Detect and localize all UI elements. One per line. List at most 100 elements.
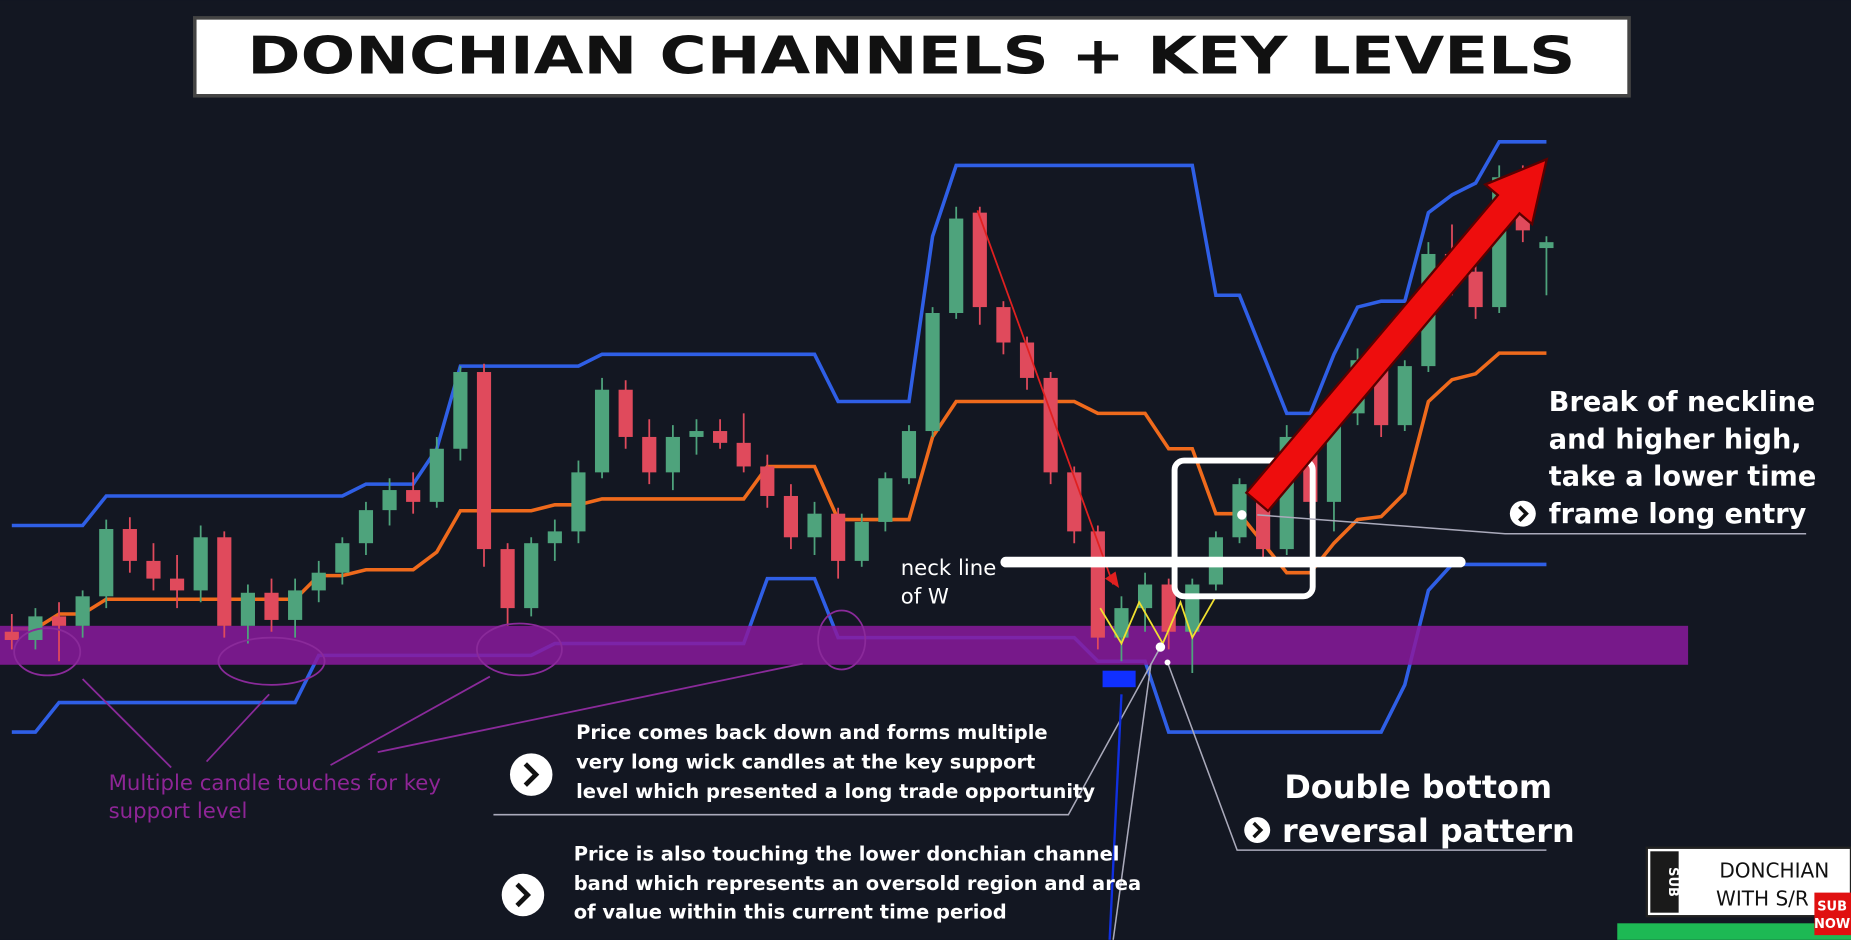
candle-body	[1468, 271, 1483, 308]
candle-body	[288, 590, 303, 620]
candle-body	[831, 513, 846, 561]
candle-body	[1090, 531, 1105, 638]
candle-body	[547, 531, 562, 544]
note-line: Break of neckline	[1549, 387, 1815, 418]
sub-text[interactable]: SUB	[1817, 899, 1847, 914]
note-line: frame long entry	[1549, 499, 1807, 530]
neckline-label: neck line of W	[901, 556, 997, 609]
title-box	[193, 16, 1631, 98]
note-line: Double bottom	[1284, 768, 1552, 806]
support-band	[0, 625, 1689, 665]
candle-body	[476, 372, 492, 550]
candle-body	[618, 389, 633, 437]
note-line: and higher high,	[1549, 425, 1802, 456]
candle-body	[689, 431, 704, 437]
support-note: Multiple candle touches for key support …	[109, 771, 441, 824]
blue-arrow	[1108, 694, 1123, 940]
candle-body	[783, 495, 799, 538]
candle-body	[99, 529, 114, 597]
candle-body	[311, 572, 326, 591]
candle-body	[240, 592, 255, 626]
sub-button[interactable]	[1814, 892, 1851, 936]
candle-body	[122, 529, 137, 561]
candle-body	[925, 312, 940, 432]
callout-lines	[493, 514, 1807, 940]
double-bottom-note: Double bottom reversal pattern	[1282, 768, 1575, 850]
note-line: of W	[901, 584, 949, 609]
candle-body	[524, 543, 539, 609]
candle-body	[665, 436, 680, 473]
candle-body	[146, 560, 161, 579]
candle-body	[1137, 584, 1153, 609]
candle-body	[996, 307, 1011, 343]
candle-body	[854, 521, 869, 561]
candle-body	[169, 578, 185, 591]
candle-body	[358, 510, 374, 544]
arrowhead	[1104, 571, 1120, 589]
candle-body	[713, 431, 728, 443]
candle-body	[28, 616, 43, 640]
candle-body	[75, 596, 90, 626]
candle-body	[972, 212, 987, 308]
candle-body	[642, 436, 657, 473]
note-line: support level	[109, 799, 248, 824]
candle-body	[382, 490, 397, 511]
note-line: Multiple candle touches for key	[109, 771, 441, 796]
candle-body	[51, 616, 67, 626]
candle-body	[264, 592, 279, 620]
badge-line: DONCHIAN	[1719, 858, 1829, 882]
badge: SUB DONCHIAN WITH S/R SUB NOW	[1617, 846, 1851, 940]
channel-note: Price is also touching the lower donchia…	[574, 843, 1141, 924]
candle-body	[1019, 342, 1035, 378]
channel-line	[11, 562, 1547, 734]
candle-body	[1539, 242, 1554, 249]
candle-body	[1232, 484, 1247, 538]
candle-body	[594, 389, 610, 473]
candle-body	[901, 431, 917, 479]
candle-body	[193, 537, 208, 591]
badge-side: SUB	[1665, 867, 1680, 897]
candle-body	[500, 549, 515, 609]
breakout-box	[1171, 457, 1316, 600]
candle-body	[217, 537, 232, 626]
dot	[1164, 659, 1171, 666]
candle-body	[571, 472, 586, 532]
candle-body	[807, 513, 822, 538]
candle-body	[878, 478, 893, 522]
candle-body	[4, 631, 19, 640]
overlay: DONCHIAN CHANNELS + KEY LEVELS Multiple …	[13, 16, 1851, 940]
note-line: reversal pattern	[1282, 812, 1575, 850]
note-line: band which represents an oversold region…	[574, 872, 1141, 895]
note-line: Price is also touching the lower donchia…	[574, 843, 1120, 866]
touch-circles	[13, 609, 867, 769]
icons	[501, 500, 1536, 917]
candle-body	[429, 448, 444, 502]
candle-body	[760, 466, 775, 496]
note-line: of value within this current time period	[574, 901, 1007, 924]
note-line: level which presented a long trade oppor…	[576, 780, 1095, 803]
channel-line	[11, 140, 1547, 528]
big-arrow	[1244, 157, 1549, 513]
candle-body	[1067, 472, 1082, 532]
candle-body	[406, 490, 421, 502]
candle-body	[1114, 608, 1129, 638]
dot	[1237, 510, 1247, 520]
candle-body	[335, 543, 350, 573]
candle-body	[453, 372, 468, 449]
note-line: neck line	[901, 556, 997, 581]
breakout-note: Break of neckline and higher high, take …	[1549, 387, 1816, 530]
note-line: take a lower time	[1549, 461, 1816, 492]
badge-line: WITH S/R	[1716, 887, 1809, 911]
red-trend	[976, 209, 1115, 585]
dot	[1155, 642, 1166, 652]
sub-text[interactable]: NOW	[1814, 917, 1850, 932]
blue-marker	[1102, 670, 1136, 688]
candle-body	[736, 442, 751, 467]
chart-title: DONCHIAN CHANNELS + KEY LEVELS	[247, 26, 1575, 86]
note-line: Price comes back down and forms multiple	[576, 721, 1048, 744]
note-line: very long wick candles at the key suppor…	[576, 751, 1035, 774]
wick-note: Price comes back down and forms multiple…	[576, 721, 1095, 803]
